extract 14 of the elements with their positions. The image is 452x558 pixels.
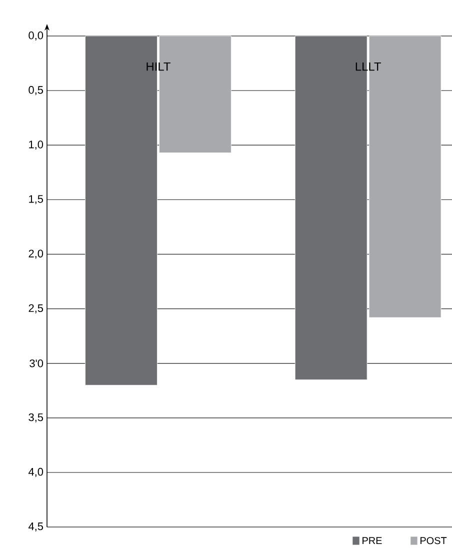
y-tick-label: 0,0 xyxy=(28,31,44,41)
y-tick-label: 2,5 xyxy=(28,304,44,314)
legend-label: PRE xyxy=(362,537,382,544)
x-tick-label: HILT xyxy=(146,62,170,71)
y-tick-label: 4,5 xyxy=(28,522,44,532)
y-tick-label: 1,5 xyxy=(29,195,44,204)
y-tick-label: 1,0 xyxy=(29,140,44,150)
y-tick-label: 3,5 xyxy=(28,413,44,422)
legend-label: POST xyxy=(420,537,447,544)
y-tick-label: 2,0 xyxy=(28,250,44,259)
x-tick-label: LLLT xyxy=(356,62,381,71)
y-tick-label: 4,0 xyxy=(28,468,44,477)
y-tick-label: 3'0 xyxy=(30,359,44,368)
y-tick-label: 0,5 xyxy=(28,86,44,96)
